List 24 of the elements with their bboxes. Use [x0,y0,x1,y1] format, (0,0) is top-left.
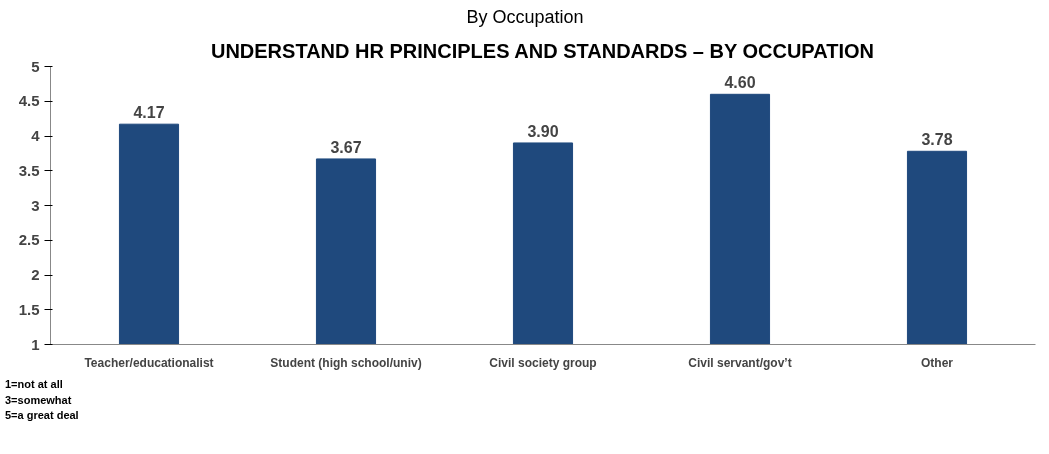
x-tick-label: Student (high school/univ) [270,355,422,370]
data-label: 3.78 [921,131,953,149]
data-label: 3.90 [527,122,559,140]
data-label: 4.17 [133,104,165,122]
x-tick-label: Other [921,355,954,370]
chart-subtitle: By Occupation [466,6,584,29]
y-tick-label: 1.5 [18,300,40,318]
y-tick-label: 3 [31,196,40,214]
y-tick-label: 2.5 [18,231,40,249]
text: 5=a great deal [5,409,79,422]
data-label: 4.60 [724,74,756,92]
y-tick-label: 1 [31,335,40,353]
y-tick-label: 4 [31,127,41,144]
x-tick-label: Civil servant/gov’t [688,355,792,370]
x-tick-label: Civil society group [489,355,597,370]
x-tick-label: Teacher/educationalist [84,355,214,370]
y-tick-label: 5 [31,57,40,75]
text: 1=not at all [5,378,63,390]
text: 3=somewhat [5,393,72,406]
y-tick-label: 2 [31,266,40,283]
y-tick-label: 3.5 [18,161,40,179]
y-tick-label: 4.5 [18,92,40,110]
chart-title: UNDERSTAND HR PRINCIPLES AND STANDARDS – BY OCCUPATION [210,39,874,62]
data-label: 3.67 [330,138,362,156]
